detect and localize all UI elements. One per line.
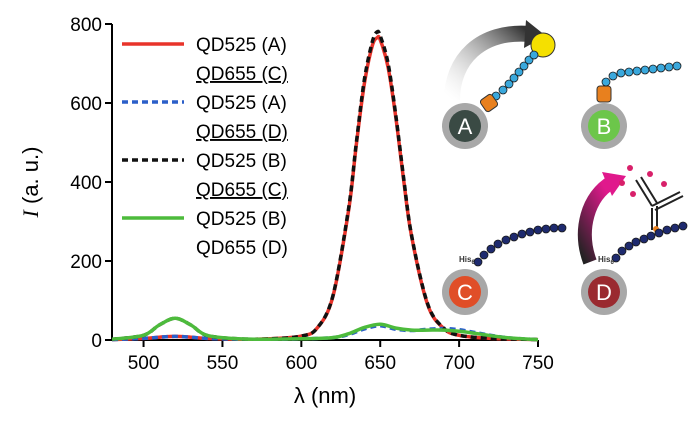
- chain-bead: [608, 71, 618, 81]
- schematic-b-linker: [596, 85, 612, 103]
- chain-bead: [640, 65, 650, 75]
- qd-a-label: A: [458, 114, 473, 139]
- schematic-d-his-tag: His6: [598, 255, 614, 266]
- dye-4: [630, 191, 636, 197]
- schematic-a: A: [442, 20, 556, 149]
- y-tick-label: 400: [70, 173, 102, 194]
- qd-d-label: D: [596, 280, 612, 305]
- chain-bead: [624, 241, 634, 251]
- series-line-4: [111, 316, 539, 342]
- x-tick-label: 700: [443, 353, 475, 374]
- schematic-d-antibody: [635, 176, 684, 230]
- schematic-d-arrowhead: [602, 172, 626, 196]
- schematic-a-arrow: [444, 25, 531, 101]
- y-axis-title: I (a. u.): [18, 147, 43, 219]
- qd-c-label: C: [457, 280, 473, 305]
- schematic-c: His6 C: [442, 223, 567, 315]
- dye-1: [627, 165, 633, 171]
- chain-bead: [648, 64, 658, 74]
- chain-bead: [519, 61, 529, 71]
- x-tick-label: 550: [207, 353, 239, 374]
- legend-label-1-line1: QD525 (A): [196, 35, 287, 56]
- qd-b-label: B: [597, 114, 612, 139]
- x-tick-label: 750: [522, 353, 554, 374]
- schematic-a-arrowhead: [524, 20, 546, 48]
- schematic-a-linker: [479, 93, 499, 113]
- chain-bead: [654, 228, 664, 238]
- legend-label-3-line2: QD655 (C): [196, 180, 288, 201]
- y-tick-label: 600: [70, 94, 102, 115]
- legend-label-4-line2: QD655 (D): [196, 238, 288, 259]
- chain-bead: [624, 67, 634, 77]
- chain-bead: [533, 225, 543, 235]
- schematic-b-chain: [601, 61, 682, 87]
- x-tick-label: 500: [128, 353, 160, 374]
- chain-bead: [504, 79, 514, 89]
- chain-bead: [514, 67, 524, 77]
- qd-a-core: [449, 110, 481, 142]
- dye-2: [647, 171, 653, 177]
- chain-bead: [501, 235, 511, 245]
- chain-bead: [611, 253, 621, 263]
- chain-bead: [517, 229, 527, 239]
- y-tick-label: 200: [70, 252, 102, 273]
- chain-bead: [498, 85, 508, 95]
- qd-b-core: [588, 110, 620, 142]
- chain-bead: [541, 224, 551, 234]
- chain-bead: [670, 223, 680, 233]
- x-tick-label: 600: [285, 353, 317, 374]
- chain-bead: [632, 66, 642, 76]
- chain-bead: [549, 223, 559, 233]
- chain-bead: [525, 227, 535, 237]
- y-axis-title-unit: (a. u.): [18, 147, 43, 211]
- chain-bead: [664, 62, 674, 72]
- y-tick-label: 0: [91, 331, 102, 352]
- chain-bead: [656, 63, 666, 73]
- chain-bead: [557, 223, 567, 233]
- x-axis-title: λ (nm): [294, 383, 356, 408]
- chain-bead: [646, 231, 656, 241]
- x-tick-label: 650: [364, 353, 396, 374]
- legend-label-3-line1: QD525 (B): [196, 151, 287, 172]
- legend-label-2-line2: QD655 (D): [196, 122, 288, 143]
- legend-label-2-line1: QD525 (A): [196, 93, 287, 114]
- schematic-d-arrow: [577, 175, 616, 265]
- axis-ticks: 500 550 600 650 700 750 0 200 400 600 800: [70, 15, 554, 374]
- chain-bead: [631, 237, 641, 247]
- chain-bead: [509, 73, 519, 83]
- chain-bead: [529, 50, 539, 60]
- qd-c-core: [449, 276, 481, 308]
- qd-d-core: [588, 276, 620, 308]
- chain-bead: [601, 77, 611, 87]
- chain-bead: [479, 250, 489, 260]
- schematic-a-ligand: [530, 32, 556, 58]
- chain-bead: [486, 244, 496, 254]
- chain-bead: [672, 61, 682, 71]
- y-tick-label: 800: [70, 15, 102, 36]
- schematic-d: His6 D: [577, 165, 688, 315]
- chain-bead: [616, 68, 626, 78]
- y-axis-title-symbol: I: [18, 208, 43, 218]
- chain-bead: [473, 257, 483, 267]
- chain-bead: [493, 239, 503, 249]
- chain-bead: [509, 232, 519, 242]
- chain-bead: [662, 225, 672, 235]
- legend: QD525 (A) QD655 (C) QD525 (A) QD655 (D) QD52…: [122, 35, 288, 259]
- schematic-d-chain: [611, 221, 688, 263]
- chain-bead: [617, 246, 627, 256]
- series-layer: [111, 29, 539, 342]
- schematic-c-chain: [473, 223, 567, 267]
- chain-bead: [678, 221, 688, 231]
- dye-3: [661, 181, 667, 187]
- legend-label-1-line2: QD655 (C): [196, 64, 288, 85]
- schematic-c-his-tag: His6: [459, 255, 475, 266]
- schematic-a-chain: [491, 50, 539, 101]
- dye-5: [619, 180, 625, 186]
- legend-label-4-line1: QD525 (B): [196, 209, 287, 230]
- schematic-b: B: [581, 61, 682, 149]
